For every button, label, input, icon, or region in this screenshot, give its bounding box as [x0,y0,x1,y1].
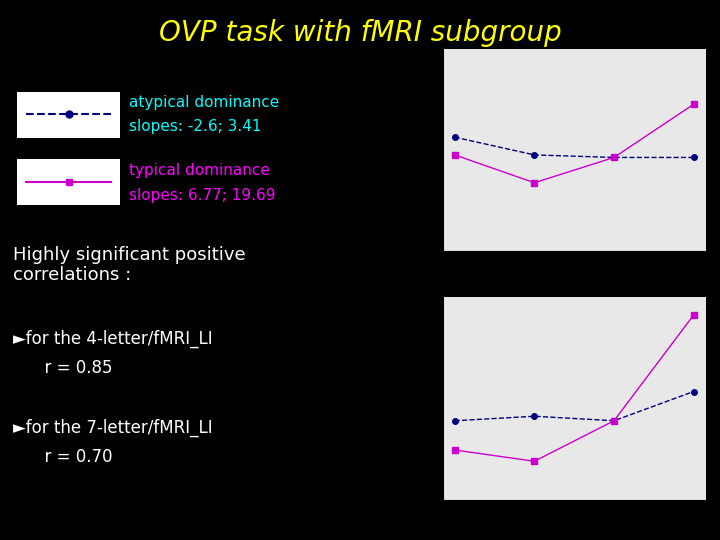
Title: 4-letter words: 4-letter words [540,38,608,48]
X-axis label: Word position: Word position [545,515,603,524]
X-axis label: Word position: Word position [545,267,603,276]
Text: atypical dominance: atypical dominance [128,95,279,110]
Text: Highly significant positive
correlations :: Highly significant positive correlations… [13,246,246,285]
Text: slopes: 6.77; 19.69: slopes: 6.77; 19.69 [128,188,275,203]
Text: r = 0.70: r = 0.70 [13,448,112,466]
FancyBboxPatch shape [17,159,120,205]
Text: r = 0.85: r = 0.85 [13,359,112,377]
Y-axis label: Standardised reaction time ms: Standardised reaction time ms [413,345,419,452]
Text: typical dominance: typical dominance [128,163,269,178]
FancyBboxPatch shape [17,92,120,138]
Text: OVP task with fMRI subgroup: OVP task with fMRI subgroup [158,19,562,47]
Y-axis label: Standardised reaction time ms: Standardised reaction time ms [413,96,419,204]
Title: 7 letter words: 7 letter words [540,286,608,296]
Text: ►for the 4-letter/fMRI_LI: ►for the 4-letter/fMRI_LI [13,329,212,348]
Text: slopes: -2.6; 3.41: slopes: -2.6; 3.41 [128,119,261,134]
Text: ►for the 7-letter/fMRI_LI: ►for the 7-letter/fMRI_LI [13,418,212,437]
